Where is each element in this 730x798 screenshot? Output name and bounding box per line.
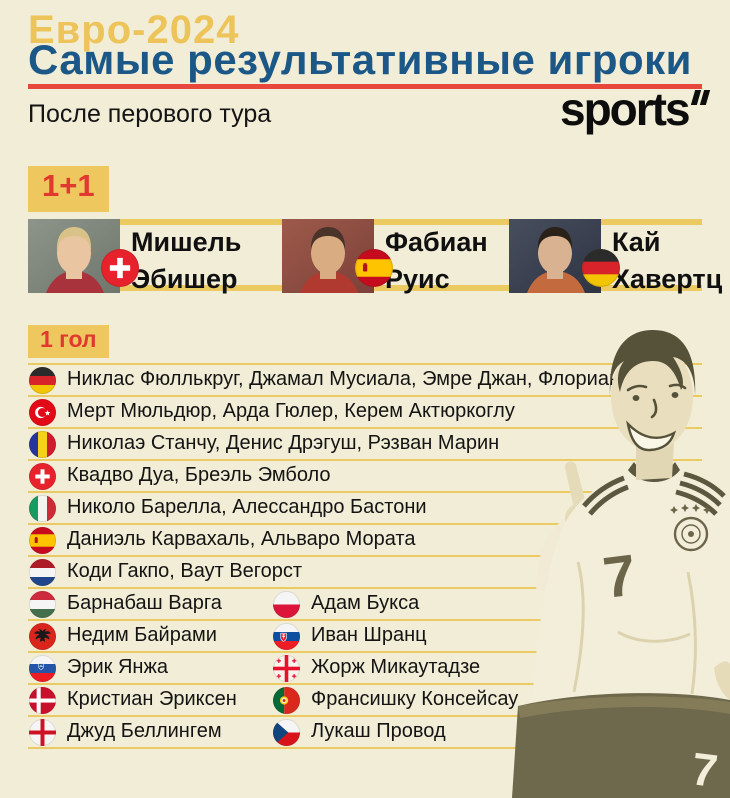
goal-row: Мерт Мюльдюр, Арда Гюлер, Керем Актюрког… bbox=[28, 397, 702, 429]
one-goal-list: Никлас Фюллькруг, Джамал Мусиала, Эмре Д… bbox=[28, 363, 702, 749]
goal-entry: Николаэ Станчу, Денис Дрэгуш, Рэзван Мар… bbox=[28, 430, 500, 458]
player-names: Коди Гакпо, Ваут Вегорст bbox=[67, 560, 303, 582]
goal-entry: Коди Гакпо, Ваут Вегорст bbox=[28, 558, 303, 586]
player-name-line1: Мишель bbox=[131, 227, 242, 257]
double-prime-icon bbox=[690, 90, 710, 105]
sports-logo-text: sports bbox=[560, 83, 691, 135]
flag-germany-icon bbox=[582, 249, 620, 287]
goal-row: Барнабаш Варга Адам Букса bbox=[28, 589, 702, 621]
goal-entry: Джуд Беллингем bbox=[28, 718, 272, 746]
flag-switzerland-icon bbox=[29, 462, 56, 490]
goal-entry: Адам Букса bbox=[272, 590, 420, 618]
goal-row: Николаэ Станчу, Денис Дрэгуш, Рэзван Мар… bbox=[28, 429, 702, 461]
player-names: Джуд Беллингем bbox=[67, 720, 222, 742]
player-photo bbox=[282, 219, 374, 293]
player-name-line1: Фабиан bbox=[385, 227, 488, 257]
flag-portugal-icon bbox=[273, 686, 300, 714]
goal-entry: Никлас Фюллькруг, Джамал Мусиала, Эмре Д… bbox=[28, 366, 682, 394]
player-photo bbox=[509, 219, 601, 293]
flag-italy-icon bbox=[29, 494, 56, 522]
page-title: Самые результативные игроки bbox=[28, 36, 692, 83]
goal-row: Кристиан Эриксен Франсишку Консейсау bbox=[28, 685, 702, 717]
player-names: Даниэль Карвахаль, Альваро Мората bbox=[67, 528, 416, 550]
event-kicker: Евро-2024 bbox=[28, 8, 240, 52]
player-names: Никлас Фюллькруг, Джамал Мусиала, Эмре Д… bbox=[67, 368, 682, 390]
flag-slovenia-icon bbox=[29, 654, 56, 682]
flag-switzerland-icon bbox=[101, 249, 139, 287]
goal-row: Квадво Дуа, Бреэль Эмболо bbox=[28, 461, 702, 493]
goal-entry: Недим Байрами bbox=[28, 622, 272, 650]
badge-one-plus-one: 1+1 bbox=[28, 166, 109, 212]
player-name: Фабиан Руис bbox=[385, 224, 488, 298]
player-names: Николаэ Станчу, Денис Дрэгуш, Рэзван Мар… bbox=[67, 432, 500, 454]
player-name: Мишель Эбишер bbox=[131, 224, 241, 298]
player-names: Иван Шранц bbox=[311, 624, 427, 646]
flag-denmark-icon bbox=[29, 686, 56, 714]
player-name-line2: Хавертц bbox=[612, 264, 723, 294]
goal-entry: Жорж Микаутадзе bbox=[272, 654, 481, 682]
flag-hungary-icon bbox=[29, 590, 56, 618]
goal-entry: Квадво Дуа, Бреэль Эмболо bbox=[28, 462, 331, 490]
flag-slovakia-icon bbox=[273, 622, 300, 650]
flag-netherlands-icon bbox=[29, 558, 56, 586]
flag-spain-icon bbox=[355, 249, 393, 287]
player-names: Квадво Дуа, Бреэль Эмболо bbox=[67, 464, 331, 486]
player-names: Недим Байрами bbox=[67, 624, 217, 646]
player-name-line2: Эбишер bbox=[131, 264, 238, 294]
player-name-line1: Кай bbox=[612, 227, 661, 257]
goal-entry: Барнабаш Варга bbox=[28, 590, 272, 618]
player-name-line2: Руис bbox=[385, 264, 450, 294]
flag-georgia-icon bbox=[273, 654, 300, 682]
flag-spain-icon bbox=[29, 526, 56, 554]
flag-england-icon bbox=[29, 718, 56, 746]
goal-entry: Николо Барелла, Алессандро Бастони bbox=[28, 494, 427, 522]
goal-entry: Лукаш Провод bbox=[272, 718, 446, 746]
flag-turkey-icon bbox=[29, 398, 56, 426]
goal-row: Даниэль Карвахаль, Альваро Мората bbox=[28, 525, 702, 557]
sports-logo: sports bbox=[560, 83, 710, 135]
player-names: Николо Барелла, Алессандро Бастони bbox=[67, 496, 427, 518]
goal-entry: Иван Шранц bbox=[272, 622, 427, 650]
goal-row: Недим Байрами Иван Шранц bbox=[28, 621, 702, 653]
flag-albania-icon bbox=[29, 622, 56, 650]
goal-row: Никлас Фюллькруг, Джамал Мусиала, Эмре Д… bbox=[28, 365, 702, 397]
player-names: Лукаш Провод bbox=[311, 720, 446, 742]
player-names: Эрик Янжа bbox=[67, 656, 168, 678]
player-name: Кай Хавертц bbox=[612, 224, 722, 298]
goal-row: Коди Гакпо, Ваут Вегорст bbox=[28, 557, 702, 589]
goal-entry: Франсишку Консейсау bbox=[272, 686, 519, 714]
player-photo bbox=[28, 219, 120, 293]
goal-entry: Мерт Мюльдюр, Арда Гюлер, Керем Актюрког… bbox=[28, 398, 515, 426]
goal-row: Эрик Янжа Жорж Микаутадзе bbox=[28, 653, 702, 685]
flag-germany-icon bbox=[29, 366, 56, 394]
player-names: Франсишку Консейсау bbox=[311, 688, 519, 710]
goal-entry: Эрик Янжа bbox=[28, 654, 272, 682]
player-names: Барнабаш Варга bbox=[67, 592, 222, 614]
flag-poland-icon bbox=[273, 590, 300, 618]
red-divider bbox=[28, 84, 702, 89]
goal-entry: Даниэль Карвахаль, Альваро Мората bbox=[28, 526, 416, 554]
badge-one-goal: 1 гол bbox=[28, 325, 109, 358]
player-names: Жорж Микаутадзе bbox=[311, 656, 481, 678]
player-names: Адам Букса bbox=[311, 592, 420, 614]
svg-text:7: 7 bbox=[689, 742, 721, 797]
flag-czechia-icon bbox=[273, 718, 300, 746]
goal-entry: Кристиан Эриксен bbox=[28, 686, 272, 714]
player-names: Кристиан Эриксен bbox=[67, 688, 237, 710]
goal-row: Джуд Беллингем Лукаш Провод bbox=[28, 717, 702, 749]
player-names: Мерт Мюльдюр, Арда Гюлер, Керем Актюрког… bbox=[67, 400, 515, 422]
subtitle: После перового тура bbox=[28, 100, 272, 128]
goal-row: Николо Барелла, Алессандро Бастони bbox=[28, 493, 702, 525]
flag-romania-icon bbox=[29, 430, 56, 458]
